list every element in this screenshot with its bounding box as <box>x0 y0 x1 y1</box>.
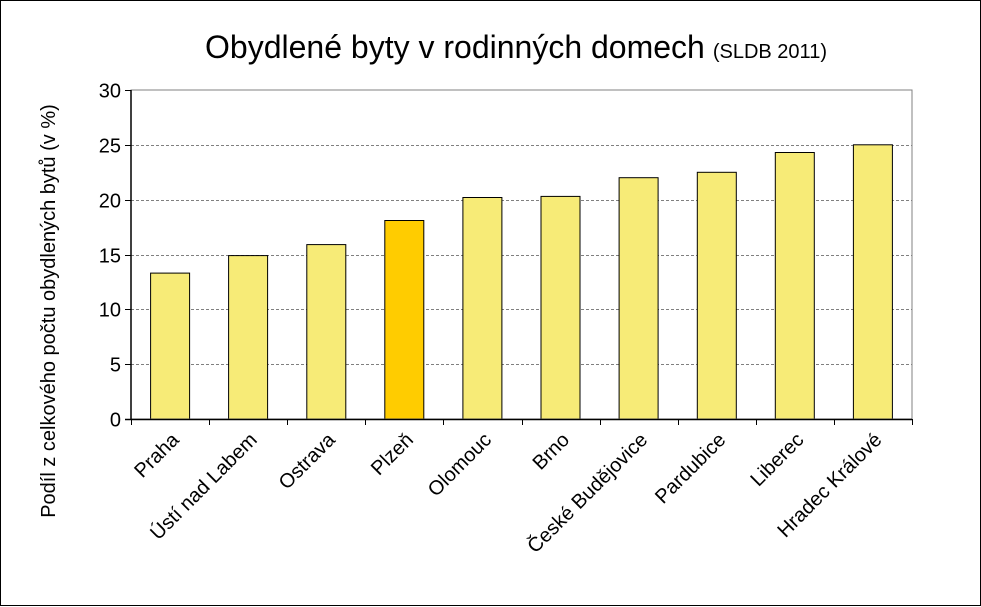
bar <box>306 244 347 420</box>
x-category-label: Brno <box>529 429 574 474</box>
bar <box>696 171 737 420</box>
bar <box>774 152 815 420</box>
bar <box>150 272 191 420</box>
y-tick-label: 0 <box>110 410 121 432</box>
x-category-label: Praha <box>130 428 184 482</box>
y-tick-label: 10 <box>99 300 121 322</box>
bar <box>384 220 425 420</box>
y-tick-label: 25 <box>99 136 121 158</box>
chart-subtitle: (SLDB 2011) <box>712 41 827 63</box>
bars <box>150 144 893 420</box>
bar <box>852 144 893 420</box>
y-tick-label: 15 <box>99 246 121 268</box>
chart-title: Obydlené byty v rodinných domech <box>205 29 705 65</box>
x-category-label: Plzeň <box>367 429 418 480</box>
y-axis-label: Podíl z celkového počtu obydlených bytů … <box>38 104 60 518</box>
y-tick-label: 30 <box>99 81 121 103</box>
y-tick-labels: 0 5 10 15 20 25 30 <box>99 81 121 432</box>
bar <box>540 195 581 420</box>
bar <box>462 197 503 420</box>
axes <box>125 89 913 425</box>
x-category-label: Liberec <box>746 429 808 491</box>
bar <box>228 255 269 420</box>
x-category-label: Olomouc <box>424 429 496 501</box>
x-category-label: Pardubice <box>651 429 730 508</box>
y-tick-label: 5 <box>110 355 121 377</box>
bar <box>618 177 659 420</box>
x-category-label: Ostrava <box>275 428 341 494</box>
y-tick-label: 20 <box>99 191 121 213</box>
chart-title-block: Obydlené byty v rodinných domech (SLDB 20… <box>1 29 981 66</box>
